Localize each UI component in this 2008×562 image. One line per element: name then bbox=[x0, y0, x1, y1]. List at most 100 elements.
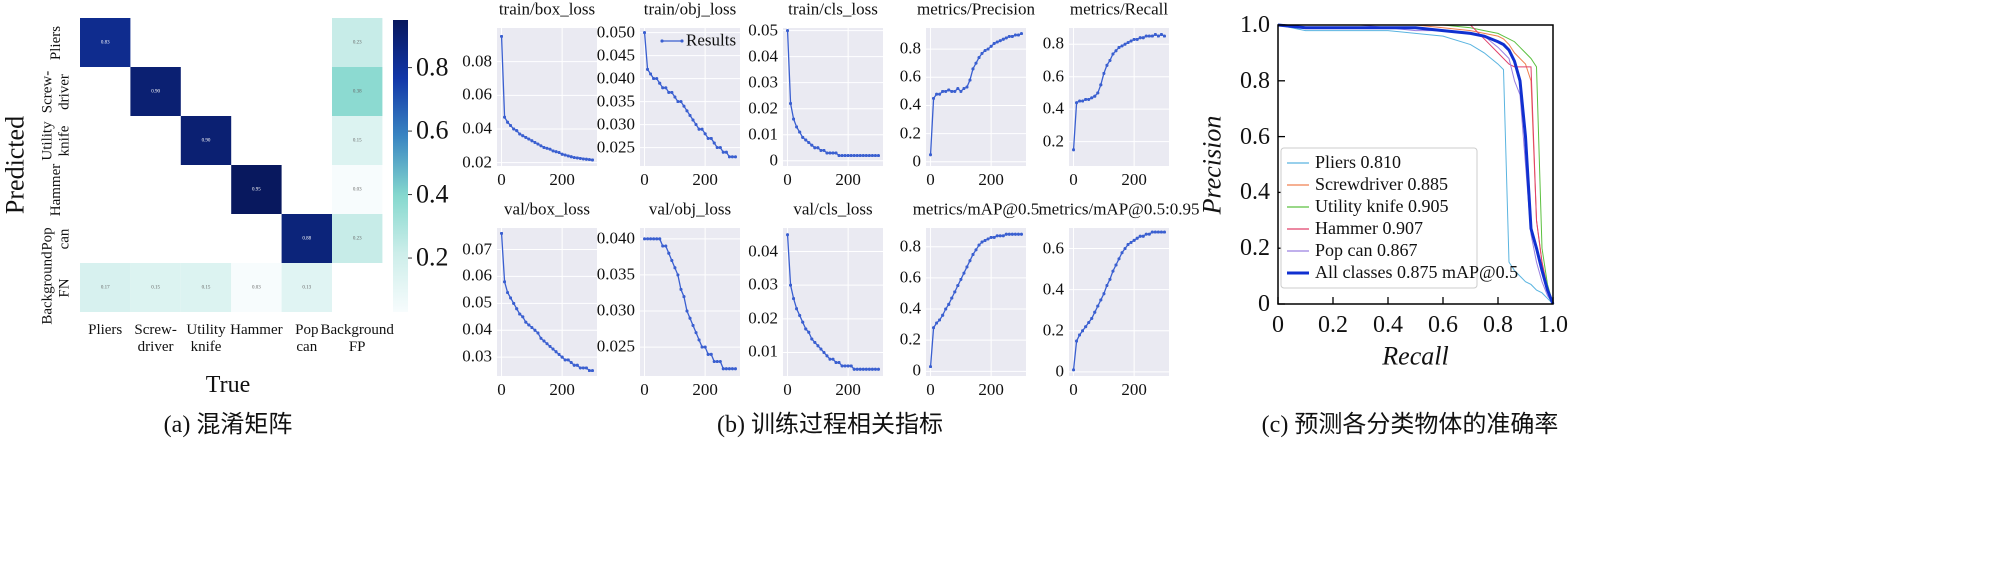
x-tick-label: 0 bbox=[497, 380, 506, 399]
x-tick-label: 0.2 bbox=[1318, 312, 1348, 338]
y-tick-label: 0 bbox=[1258, 290, 1270, 317]
y-tick-label: 0.4 bbox=[1042, 98, 1064, 118]
y-tick-label: 0.8 bbox=[1042, 33, 1064, 53]
chart-title: metrics/mAP@0.5 bbox=[912, 199, 1040, 219]
x-tick-label: Pliers bbox=[88, 322, 123, 338]
y-tick-label: 0.035 bbox=[596, 264, 635, 284]
heatmap-cell bbox=[281, 214, 332, 263]
series-line bbox=[1277, 24, 1554, 305]
cell-label: 0.83 bbox=[100, 39, 110, 45]
y-tick-label: 0.2 bbox=[899, 123, 921, 143]
y-tick-label: 0.2 bbox=[1240, 234, 1270, 261]
plot-frame bbox=[1277, 24, 1554, 305]
cell-label: 0.15 bbox=[201, 284, 211, 290]
x-tick-label: 1.0 bbox=[1538, 312, 1568, 338]
legend-label: Pop can 0.867 bbox=[1315, 240, 1418, 261]
x-tick-label: 200 bbox=[692, 380, 718, 399]
x-tick-label: 0 bbox=[783, 380, 792, 399]
y-tick-label: 0.02 bbox=[748, 98, 778, 118]
caption: (b) 训练过程相关指标 bbox=[717, 411, 943, 438]
y-tick-label: 0.2 bbox=[899, 329, 921, 349]
chart-title: train/cls_loss bbox=[788, 0, 878, 19]
x-axis-label: Recall bbox=[1382, 341, 1449, 371]
y-tick-label: 0.04 bbox=[748, 241, 778, 261]
x-tick-label: 200 bbox=[835, 170, 861, 189]
plot-background bbox=[783, 228, 883, 376]
legend-label: Pliers 0.810 bbox=[1315, 152, 1402, 173]
caption: (c) 预测各分类物体的准确率 bbox=[1261, 411, 1559, 438]
x-tick-label: 0 bbox=[497, 170, 506, 189]
heatmap-cell bbox=[281, 263, 332, 312]
heatmap-cell bbox=[332, 214, 383, 263]
y-tick-label: 0.2 bbox=[1042, 320, 1064, 340]
x-tick-label: 200 bbox=[549, 380, 575, 399]
x-axis-label: True bbox=[205, 371, 251, 398]
series-line bbox=[1071, 230, 1167, 372]
cell-label: 0.88 bbox=[302, 235, 312, 241]
y-tick-label: 0.6 bbox=[1240, 123, 1270, 150]
legend-box bbox=[1280, 147, 1478, 289]
y-tick-label: 0 bbox=[912, 360, 922, 380]
y-tick-label: 0.040 bbox=[596, 228, 635, 248]
y-tick-label: 0.2 bbox=[1042, 131, 1064, 151]
legend-label: Utility knife 0.905 bbox=[1315, 196, 1449, 217]
cell-label: 0.17 bbox=[100, 284, 110, 290]
cell-label: 0.90 bbox=[151, 88, 160, 94]
legend-label: Screwdriver 0.885 bbox=[1315, 174, 1448, 195]
x-tick-label: 0 bbox=[783, 170, 792, 189]
chart-title: train/obj_loss bbox=[643, 0, 737, 19]
caption: (a) 混淆矩阵 bbox=[163, 411, 293, 438]
y-tick-label: 0.8 bbox=[899, 38, 921, 58]
x-tick-label: 200 bbox=[1121, 380, 1147, 399]
heatmap-cell bbox=[80, 18, 131, 67]
series-line bbox=[642, 237, 738, 371]
y-tick-label: 0.030 bbox=[596, 300, 635, 320]
heatmap-cell bbox=[332, 67, 383, 116]
heatmap-cell bbox=[231, 165, 282, 214]
plot-background bbox=[783, 28, 883, 166]
legend-label: Results bbox=[686, 30, 737, 50]
y-tick-label: Background FN bbox=[39, 250, 73, 325]
cell-label: 0.13 bbox=[302, 284, 312, 290]
x-tick-label: 200 bbox=[978, 170, 1004, 189]
y-tick-label: 0 bbox=[769, 150, 779, 170]
chart-title: val/obj_loss bbox=[648, 199, 732, 219]
y-tick-label: 0.040 bbox=[596, 68, 635, 88]
y-tick-label: Pliers bbox=[47, 25, 64, 60]
chart-title: val/cls_loss bbox=[793, 199, 873, 219]
y-tick-label: 0.06 bbox=[462, 84, 492, 104]
x-tick-label: Pop can bbox=[295, 322, 319, 355]
chart-title: val/box_loss bbox=[504, 199, 590, 219]
y-tick-label: 0.6 bbox=[899, 66, 921, 86]
y-tick-label: 0.4 bbox=[1042, 279, 1064, 299]
cell-label: 0.38 bbox=[352, 88, 362, 94]
y-tick-label: 0.6 bbox=[1042, 66, 1064, 86]
cell-label: 0.95 bbox=[252, 186, 261, 192]
legend-label: All classes 0.875 mAP@0.5 bbox=[1315, 262, 1519, 283]
cell-label: 0.23 bbox=[352, 39, 362, 45]
y-tick-label: 0.02 bbox=[462, 152, 492, 172]
x-tick-label: 0 bbox=[640, 380, 649, 399]
y-tick-label: 0.01 bbox=[748, 342, 778, 362]
colorbar-tick-label: 0.2 bbox=[416, 242, 449, 272]
x-tick-label: Utility knife bbox=[186, 322, 226, 355]
y-tick-label: Utility knife bbox=[39, 120, 73, 161]
y-tick-label: 0.05 bbox=[748, 20, 778, 40]
x-tick-label: 0 bbox=[1272, 312, 1284, 338]
y-tick-label: 0.03 bbox=[748, 274, 778, 294]
x-tick-label: 0.6 bbox=[1428, 312, 1458, 338]
x-tick-label: 200 bbox=[1121, 170, 1147, 189]
colorbar-tick-label: 0.8 bbox=[416, 52, 449, 82]
x-tick-label: 200 bbox=[692, 170, 718, 189]
y-tick-label: 0.8 bbox=[899, 236, 921, 256]
y-tick-label: 0.6 bbox=[1042, 238, 1064, 258]
y-tick-label: 0 bbox=[912, 151, 922, 171]
x-tick-label: 0.8 bbox=[1483, 312, 1513, 338]
series-line bbox=[1277, 23, 1555, 305]
y-tick-label: Screw- driver bbox=[39, 70, 73, 113]
y-tick-label: 0.025 bbox=[596, 336, 635, 356]
chart-title: train/box_loss bbox=[498, 0, 596, 19]
x-tick-label: 0 bbox=[1069, 170, 1078, 189]
